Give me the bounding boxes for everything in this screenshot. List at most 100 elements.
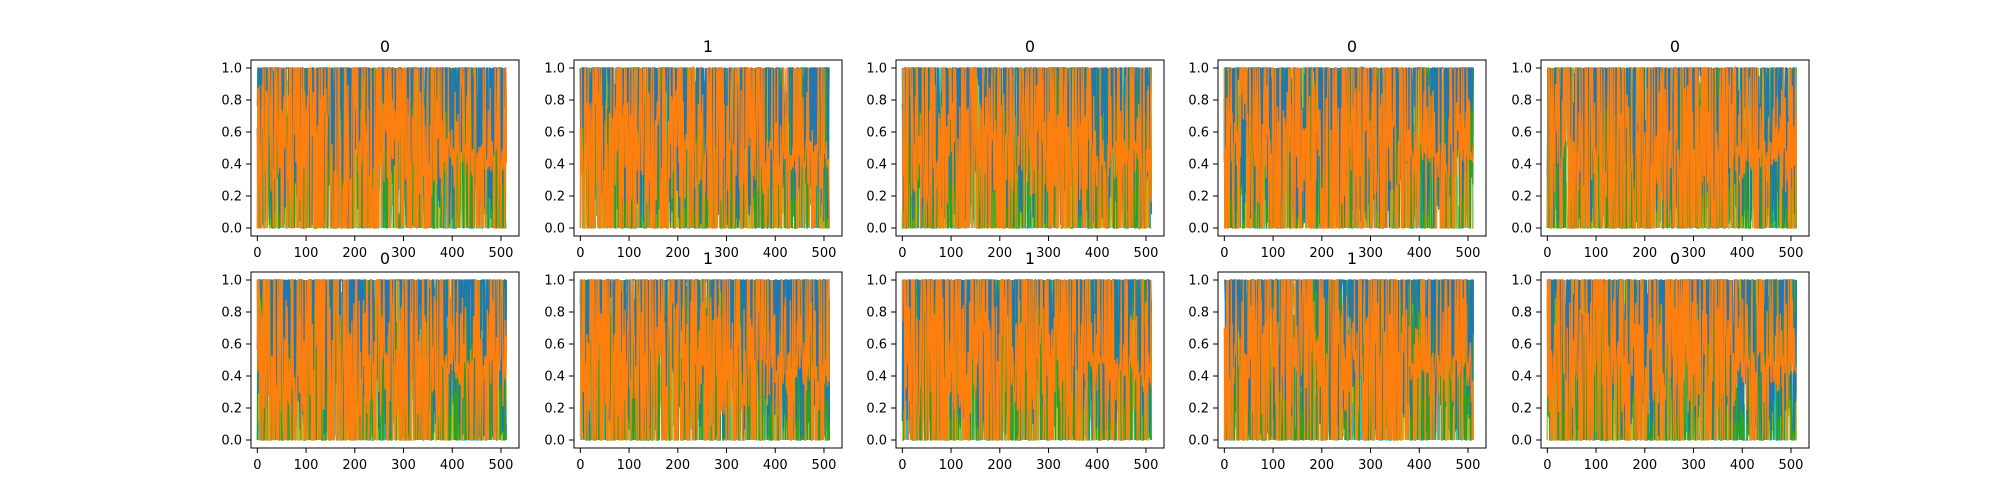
y-tick-label: 0.2 [221,190,242,205]
y-tick-label: 0.2 [866,190,887,205]
x-tick-label: 200 [342,246,367,261]
y-tick-label: 1.0 [866,274,887,289]
y-tick-label: 0.8 [1188,94,1209,109]
chart-panel: 0 100 200 300 400 500 0.0 0.2 0.4 0.6 0.8 1.0 1 [544,37,843,261]
axes-frame [895,271,1165,449]
axes-frame [1217,271,1487,449]
panel-title: 0 [380,249,390,268]
y-tick-label: 0.2 [221,402,242,417]
x-tick-label: 200 [1632,246,1657,261]
x-tick-label: 400 [763,246,788,261]
x-tick-label: 100 [1584,458,1609,473]
x-tick-label: 400 [763,458,788,473]
series-line [256,279,507,441]
plot-area [1546,65,1797,229]
plot-area [901,278,1152,441]
y-tick-label: 0.0 [866,222,887,237]
plot-area [256,279,507,441]
x-tick-label: 200 [1309,246,1334,261]
y-tick-label: 0.4 [1188,158,1209,173]
y-tick-label: 0.4 [1511,158,1532,173]
panel-title: 0 [1670,37,1680,56]
x-tick-label: 400 [1730,246,1755,261]
x-tick-label: 300 [714,246,739,261]
y-tick-label: 0.4 [866,370,887,385]
panel-title: 0 [1347,37,1357,56]
x-tick-label: 200 [987,246,1012,261]
y-tick-label: 0.6 [1511,126,1532,141]
x-tick-label: 200 [665,458,690,473]
y-tick-label: 0.8 [1188,306,1209,321]
x-tick-label: 0 [898,458,906,473]
x-tick-label: 400 [1407,458,1432,473]
x-tick-label: 300 [714,458,739,473]
axes-frame [895,59,1165,237]
plot-area [579,65,830,230]
y-tick-label: 0.6 [544,338,565,353]
plot-area [256,65,507,230]
panel-title: 1 [1025,249,1035,268]
y-tick-label: 0.6 [1188,338,1209,353]
y-tick-label: 1.0 [1188,274,1209,289]
y-tick-label: 1.0 [1511,274,1532,289]
y-tick-label: 1.0 [866,62,887,77]
x-tick-label: 100 [1261,458,1286,473]
x-tick-label: 500 [812,458,837,473]
series-line [256,67,507,229]
x-tick-label: 400 [440,246,465,261]
x-tick-label: 0 [576,458,584,473]
x-tick-label: 100 [617,458,642,473]
x-tick-label: 500 [1456,458,1481,473]
plot-area [579,278,830,442]
x-tick-label: 200 [665,246,690,261]
y-tick-label: 1.0 [1511,62,1532,77]
axes-frame [1217,59,1487,237]
y-tick-label: 0.4 [866,158,887,173]
chart-panel: 0 100 200 300 400 500 0.0 0.2 0.4 0.6 0.8 1.0 0 [1511,249,1810,473]
x-tick-label: 100 [294,246,319,261]
x-tick-label: 0 [253,246,261,261]
y-tick-label: 0.0 [544,222,565,237]
x-tick-label: 300 [391,458,416,473]
y-tick-label: 0.6 [1511,338,1532,353]
x-tick-label: 0 [1220,458,1228,473]
x-tick-label: 500 [812,246,837,261]
panel-title: 0 [1025,37,1035,56]
series-line [1223,279,1474,441]
y-tick-label: 0.0 [1188,222,1209,237]
x-tick-label: 0 [898,246,906,261]
x-tick-label: 500 [1779,246,1804,261]
series-line [579,67,830,229]
x-tick-label: 400 [440,458,465,473]
y-tick-label: 0.6 [1188,126,1209,141]
x-tick-label: 300 [391,246,416,261]
x-tick-label: 300 [1358,246,1383,261]
x-tick-label: 500 [1134,458,1159,473]
axes-frame [250,59,520,237]
y-tick-label: 0.2 [1188,190,1209,205]
y-tick-label: 0.0 [221,222,242,237]
x-tick-label: 100 [939,458,964,473]
x-tick-label: 400 [1085,458,1110,473]
axes-frame [250,271,520,449]
x-tick-label: 0 [1543,246,1551,261]
y-tick-label: 0.8 [221,306,242,321]
y-tick-label: 0.4 [221,158,242,173]
y-tick-label: 0.8 [544,306,565,321]
y-tick-label: 0.0 [866,434,887,449]
y-tick-label: 0.8 [544,94,565,109]
panel-title: 0 [1670,249,1680,268]
x-tick-label: 200 [342,458,367,473]
y-tick-label: 0.8 [1511,94,1532,109]
x-tick-label: 500 [1779,458,1804,473]
chart-panel: 0 100 200 300 400 500 0.0 0.2 0.4 0.6 0.8 1.0 1 [866,249,1165,473]
series-line [1223,67,1474,229]
y-tick-label: 0.2 [1188,402,1209,417]
x-tick-label: 300 [1681,246,1706,261]
x-tick-label: 100 [1261,246,1286,261]
y-tick-label: 0.2 [866,402,887,417]
y-tick-label: 0.6 [221,126,242,141]
x-tick-label: 300 [1358,458,1383,473]
y-tick-label: 0.0 [221,434,242,449]
